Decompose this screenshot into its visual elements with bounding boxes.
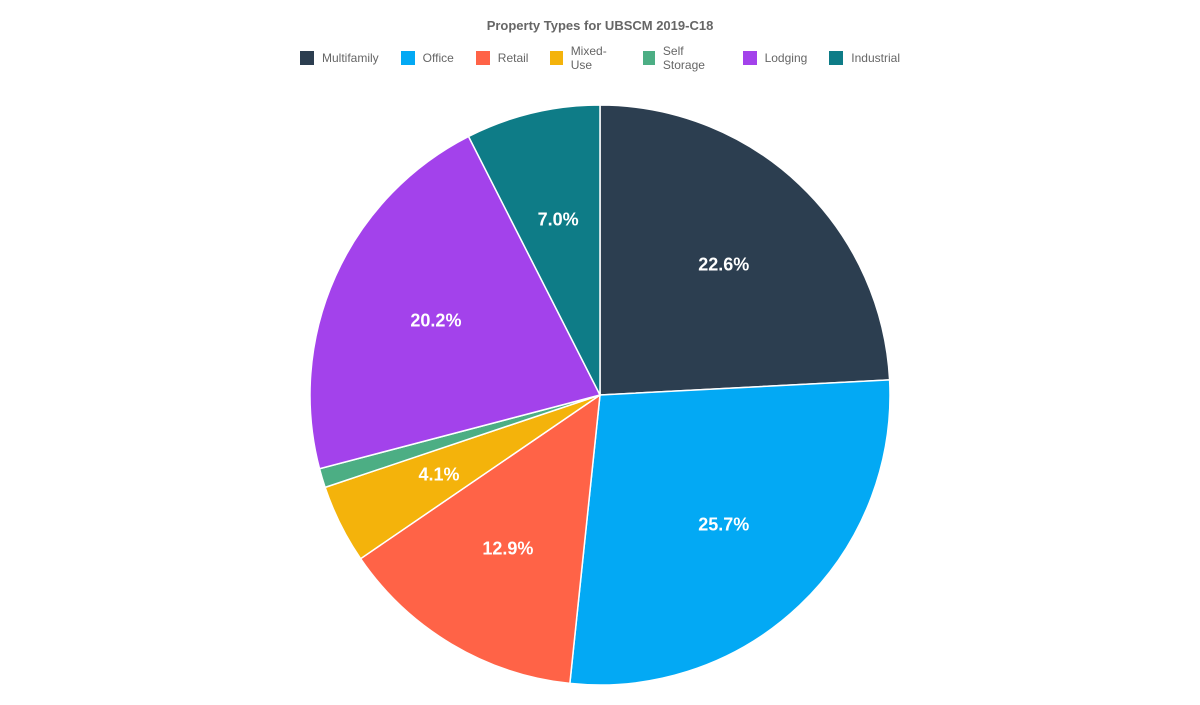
legend-swatch bbox=[401, 51, 415, 65]
legend-label: Office bbox=[423, 51, 454, 65]
legend-swatch bbox=[550, 51, 562, 65]
legend-label: Retail bbox=[498, 51, 529, 65]
legend-swatch bbox=[300, 51, 314, 65]
legend-item: Mixed-Use bbox=[550, 44, 620, 72]
legend-label: Multifamily bbox=[322, 51, 379, 65]
legend-swatch bbox=[829, 51, 843, 65]
legend-label: Self Storage bbox=[663, 44, 721, 72]
legend-swatch bbox=[743, 51, 757, 65]
legend-item: Industrial bbox=[829, 44, 900, 72]
legend-swatch bbox=[476, 51, 490, 65]
chart-title: Property Types for UBSCM 2019-C18 bbox=[487, 18, 714, 33]
legend-item: Multifamily bbox=[300, 44, 379, 72]
slice-label: 12.9% bbox=[482, 539, 533, 560]
slice-label: 20.2% bbox=[410, 311, 461, 332]
legend-label: Industrial bbox=[851, 51, 900, 65]
slice-label: 25.7% bbox=[698, 515, 749, 536]
pie-chart: 22.6% 25.7% 12.9% 4.1% 20.2% 7.0% bbox=[0, 70, 1200, 700]
slice-label: 22.6% bbox=[698, 254, 749, 275]
chart-legend: Multifamily Office Retail Mixed-Use Self Sto… bbox=[300, 44, 900, 72]
slice-label: 7.0% bbox=[538, 210, 579, 231]
legend-swatch bbox=[643, 51, 655, 65]
pie-slice bbox=[600, 105, 890, 395]
legend-item: Lodging bbox=[743, 44, 808, 72]
legend-item: Retail bbox=[476, 44, 529, 72]
legend-label: Mixed-Use bbox=[571, 44, 621, 72]
legend-item: Office bbox=[401, 44, 454, 72]
legend-item: Self Storage bbox=[643, 44, 721, 72]
legend-label: Lodging bbox=[765, 51, 808, 65]
slice-label: 4.1% bbox=[419, 465, 460, 486]
